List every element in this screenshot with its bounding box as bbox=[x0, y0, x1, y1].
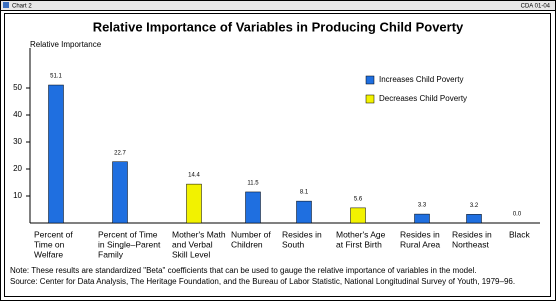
note: Source: Center for Data Analysis, The He… bbox=[10, 277, 515, 286]
x-tick-label: Percent of Time bbox=[98, 229, 158, 239]
y-tick-label: 10 bbox=[13, 191, 22, 200]
bar bbox=[296, 200, 312, 224]
data-label: 11.5 bbox=[247, 181, 259, 187]
title-bar bbox=[0, 0, 556, 11]
x-tick-label: in Single–Parent bbox=[98, 239, 161, 249]
note: Note: These results are standardized "Be… bbox=[10, 266, 477, 275]
x-tick-label: Number of bbox=[231, 229, 271, 239]
x-tick-label: Time on bbox=[34, 239, 65, 249]
x-tick-label: Percent of bbox=[34, 229, 73, 239]
x-tick-label: Children bbox=[231, 239, 263, 249]
x-tick-label: Black bbox=[509, 229, 531, 239]
bar bbox=[112, 161, 128, 224]
x-tick-label: Resides in bbox=[452, 229, 492, 239]
y-axis-label: Relative Importance bbox=[30, 40, 102, 49]
data-label: 3.2 bbox=[470, 203, 479, 209]
legend-swatch bbox=[365, 75, 375, 85]
legend-label: Decreases Child Poverty bbox=[379, 94, 467, 103]
data-label: 51.1 bbox=[50, 74, 62, 80]
x-tick-label: Mother's Age bbox=[336, 229, 386, 239]
legend-swatch bbox=[365, 94, 375, 104]
bar bbox=[245, 191, 261, 224]
bar bbox=[414, 213, 430, 224]
x-tick-label: Skill Level bbox=[172, 249, 210, 259]
y-tick-label: 30 bbox=[13, 137, 22, 146]
window-label: CDA 01-04 bbox=[521, 4, 551, 10]
x-tick-label: Mother's Math bbox=[172, 229, 226, 239]
data-label: 22.7 bbox=[114, 150, 126, 156]
chart-title: Relative Importance of Variables in Prod… bbox=[93, 19, 464, 34]
data-label: 3.3 bbox=[418, 203, 427, 209]
x-tick-label: Resides in bbox=[282, 229, 322, 239]
data-label: 0.0 bbox=[513, 212, 522, 218]
x-tick-label: Resides in bbox=[400, 229, 440, 239]
bar bbox=[48, 84, 64, 224]
window-label: Chart 2 bbox=[12, 4, 32, 10]
y-tick-label: 50 bbox=[13, 83, 22, 92]
y-tick-label: 40 bbox=[13, 110, 22, 119]
x-tick-label: at First Birth bbox=[336, 239, 382, 249]
bar bbox=[350, 207, 366, 224]
bar bbox=[466, 214, 482, 224]
x-tick-label: Rural Area bbox=[400, 239, 440, 249]
bar bbox=[186, 183, 202, 224]
legend-label: Increases Child Poverty bbox=[379, 75, 463, 84]
data-label: 14.4 bbox=[188, 173, 200, 179]
x-tick-label: Welfare bbox=[34, 249, 63, 259]
x-tick-label: South bbox=[282, 239, 304, 249]
window-icon bbox=[3, 2, 9, 8]
x-tick-label: Northeast bbox=[452, 239, 489, 249]
data-label: 5.6 bbox=[354, 196, 363, 202]
y-tick-label: 20 bbox=[13, 164, 22, 173]
data-label: 8.1 bbox=[300, 190, 309, 196]
x-tick-label: Family bbox=[98, 249, 124, 259]
chart-panel bbox=[4, 13, 551, 297]
x-tick-label: and Verbal bbox=[172, 239, 213, 249]
